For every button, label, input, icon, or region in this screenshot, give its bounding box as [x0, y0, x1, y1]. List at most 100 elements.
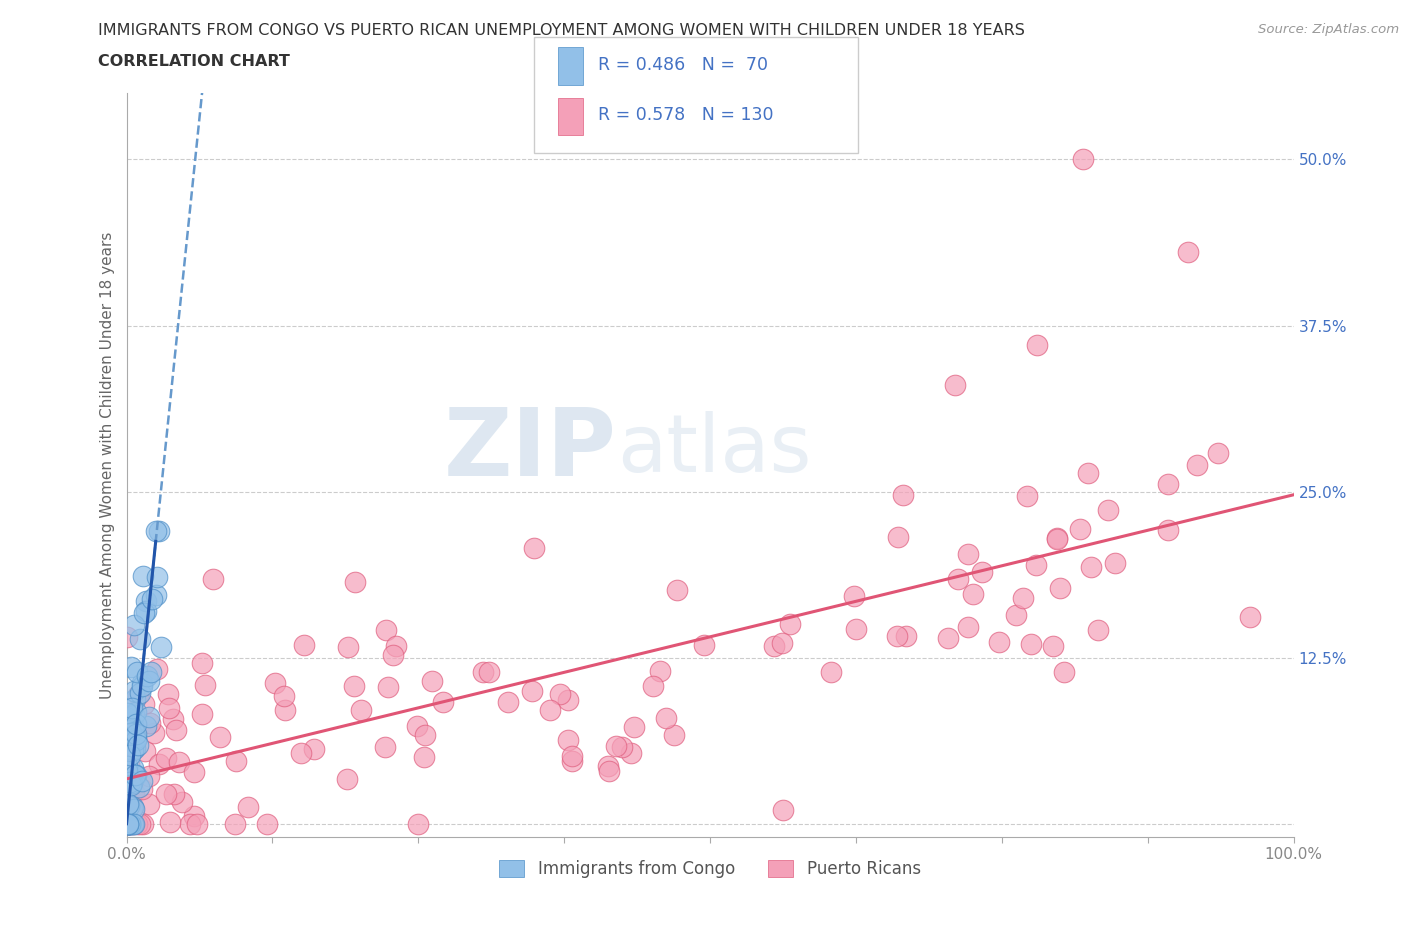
Point — [120, 777, 142, 792]
Point — [115, 735, 138, 750]
Point — [1053, 665, 1076, 680]
Point — [561, 749, 583, 764]
Point — [894, 629, 917, 644]
Point — [128, 817, 150, 831]
Point — [557, 693, 579, 708]
Point — [471, 665, 494, 680]
Point — [148, 756, 170, 771]
Point — [598, 758, 620, 773]
Text: CORRELATION CHART: CORRELATION CHART — [98, 54, 290, 69]
Point — [115, 764, 138, 778]
Point — [121, 718, 143, 733]
Point — [135, 718, 157, 733]
Point — [236, 800, 259, 815]
Point — [612, 739, 634, 754]
Point — [131, 679, 153, 694]
Point — [156, 686, 179, 701]
Point — [1076, 466, 1098, 481]
Point — [127, 817, 149, 831]
Point — [561, 753, 583, 768]
Point — [138, 710, 160, 724]
Point — [620, 746, 643, 761]
Point — [343, 679, 366, 694]
Point — [820, 665, 842, 680]
Point — [118, 817, 141, 831]
Point — [128, 779, 150, 794]
Point — [1005, 607, 1028, 622]
Point — [1087, 623, 1109, 638]
Point — [120, 725, 142, 740]
Point — [169, 754, 191, 769]
Point — [121, 767, 143, 782]
Point — [139, 716, 162, 731]
Point — [292, 637, 315, 652]
Point — [117, 817, 139, 831]
Point — [344, 575, 367, 590]
Point — [138, 769, 160, 784]
Point — [648, 664, 671, 679]
Point — [970, 565, 993, 579]
Point — [124, 730, 146, 745]
Point — [202, 572, 225, 587]
Point — [124, 740, 146, 755]
Point — [406, 817, 429, 831]
Point — [413, 728, 436, 743]
Point — [120, 723, 142, 737]
Point — [1046, 532, 1069, 547]
Point — [117, 817, 139, 831]
Point — [127, 737, 149, 752]
Point — [117, 817, 139, 831]
Point — [162, 711, 184, 726]
Point — [115, 706, 138, 721]
Point — [209, 729, 232, 744]
Text: R = 0.578   N = 130: R = 0.578 N = 130 — [598, 106, 773, 125]
Point — [122, 817, 145, 831]
Point — [520, 684, 543, 698]
Point — [605, 738, 627, 753]
Point — [190, 655, 212, 670]
Point — [117, 796, 139, 811]
Point — [125, 767, 148, 782]
Point — [120, 775, 142, 790]
Point — [118, 817, 141, 831]
Point — [122, 802, 145, 817]
Point — [1239, 610, 1261, 625]
Point — [845, 621, 868, 636]
Point — [122, 684, 145, 698]
Point — [413, 750, 436, 764]
Point — [155, 751, 177, 765]
Point — [117, 817, 139, 831]
Point — [134, 604, 156, 618]
Point — [129, 631, 152, 646]
Point — [120, 817, 142, 831]
Point — [762, 638, 785, 653]
Point — [117, 817, 139, 831]
Point — [128, 685, 150, 700]
Point — [121, 817, 143, 831]
Point — [134, 697, 156, 711]
Point — [1157, 476, 1180, 491]
Point — [304, 742, 326, 757]
Point — [131, 773, 153, 788]
Point — [382, 647, 405, 662]
Point — [936, 631, 959, 645]
Point — [1049, 581, 1071, 596]
Point — [224, 817, 246, 831]
Point — [125, 716, 148, 731]
Point — [422, 674, 444, 689]
Point — [117, 817, 139, 831]
Point — [1019, 637, 1042, 652]
Point — [374, 622, 396, 637]
Point — [135, 593, 157, 608]
Point — [118, 817, 141, 831]
Point — [264, 675, 287, 690]
Point — [274, 702, 297, 717]
Point — [1012, 591, 1035, 605]
Point — [146, 661, 169, 676]
Point — [183, 809, 205, 824]
Point — [957, 546, 980, 561]
Point — [350, 702, 373, 717]
Point — [127, 687, 149, 702]
Point — [125, 733, 148, 748]
Point — [432, 695, 454, 710]
